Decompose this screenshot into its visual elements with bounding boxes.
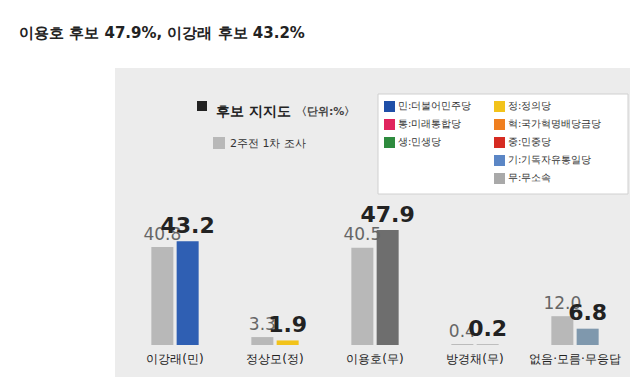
svg-text:40.5: 40.5 (343, 224, 381, 244)
svg-text:무:무소속: 무:무소속 (508, 172, 551, 183)
svg-text:〈단위:%〉: 〈단위:%〉 (296, 105, 355, 118)
svg-text:12.0: 12.0 (543, 292, 582, 313)
svg-text:6.8: 6.8 (568, 300, 607, 325)
svg-text:후보 지지도: 후보 지지도 (216, 103, 291, 119)
svg-text:없음·모름·무응답: 없음·모름·무응답 (529, 352, 621, 366)
svg-text:정상모(정): 정상모(정) (246, 352, 303, 366)
svg-text:2주전 1차 조사: 2주전 1차 조사 (230, 137, 306, 150)
svg-text:혁:국가혁명배당금당: 혁:국가혁명배당금당 (508, 118, 601, 129)
svg-text:방경채(무): 방경채(무) (446, 352, 503, 366)
svg-text:통:미래통합당: 통:미래통합당 (398, 118, 461, 129)
svg-text:47.9: 47.9 (361, 202, 415, 227)
svg-text:이용호 후보 47.9%, 이강래 후보 43.2%: 이용호 후보 47.9%, 이강래 후보 43.2% (19, 24, 305, 42)
svg-text:이용호(무): 이용호(무) (346, 352, 403, 366)
svg-text:이강래(민): 이강래(민) (146, 352, 203, 366)
svg-text:정:정의당: 정:정의당 (508, 100, 551, 111)
svg-text:민:더불어민주당: 민:더불어민주당 (398, 100, 471, 111)
svg-text:1.9: 1.9 (268, 312, 307, 337)
svg-text:3.3: 3.3 (248, 313, 276, 334)
svg-text:0.4: 0.4 (448, 320, 476, 341)
svg-text:43.2: 43.2 (161, 213, 215, 238)
svg-text:기:기독자유통일당: 기:기독자유통일당 (508, 154, 591, 165)
svg-text:0.2: 0.2 (468, 316, 507, 341)
svg-text:생:민생당: 생:민생당 (398, 136, 441, 147)
svg-text:중:민중당: 중:민중당 (508, 136, 551, 147)
